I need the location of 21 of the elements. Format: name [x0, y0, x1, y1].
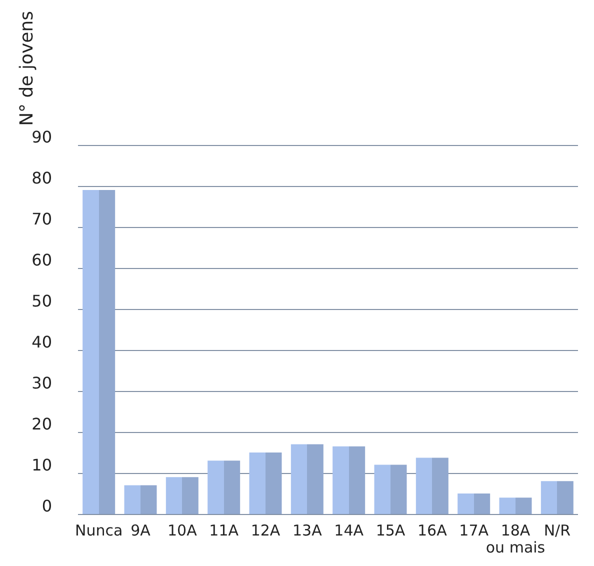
x-tick-label: 10A	[167, 522, 198, 540]
x-tick-label: 11A	[209, 522, 240, 540]
y-tick-label: 30	[32, 373, 52, 392]
x-tick-label: N/R	[544, 522, 571, 540]
y-axis-title: N° de jovens	[16, 10, 38, 126]
x-tick-label: 9A	[130, 522, 152, 540]
y-tick-label: 90	[32, 127, 52, 146]
y-tick-label: 10	[32, 455, 52, 474]
x-tick-label: Nunca	[74, 522, 123, 540]
y-tick-label: 60	[32, 250, 52, 270]
y-tick-label: 20	[32, 414, 52, 434]
y-tick-label: 70	[32, 209, 52, 228]
x-tick-label: 15A	[376, 522, 406, 540]
y-tick-label: 40	[32, 332, 52, 352]
x-tick-label: 14A	[334, 522, 364, 540]
y-tick-label: 50	[32, 291, 52, 310]
x-tick-label: 13A	[292, 522, 323, 540]
y-tick-label: 0	[42, 496, 52, 516]
x-tick-label: 16A	[417, 522, 448, 540]
y-tick-label: 80	[32, 168, 52, 188]
x-tick-label: 12A	[250, 522, 281, 540]
